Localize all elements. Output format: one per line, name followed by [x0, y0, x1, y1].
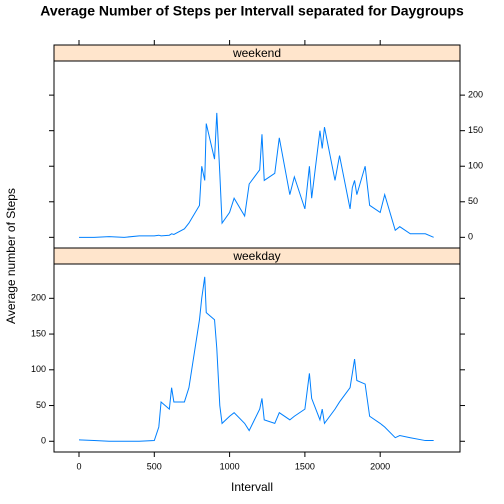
y-tick-label: 0 — [41, 436, 46, 446]
series-line — [79, 112, 434, 238]
y-tick-label: 100 — [31, 364, 46, 374]
x-tick-label: 1000 — [220, 461, 240, 471]
x-tick-label: 500 — [147, 461, 162, 471]
y-axis-label: Average number of Steps — [4, 188, 18, 324]
series-line — [78, 276, 434, 442]
panel — [53, 60, 461, 249]
y-tick-label: 50 — [468, 196, 478, 206]
x-tick-label: 2000 — [370, 461, 390, 471]
y-tick-label: 200 — [31, 293, 46, 303]
y-tick-label: 150 — [468, 125, 483, 135]
strip-label: weekday — [232, 249, 280, 263]
x-tick-label: 0 — [76, 461, 81, 471]
y-tick-label: 150 — [31, 328, 46, 338]
x-axis-label: Intervall — [231, 480, 273, 494]
chart-title: Average Number of Steps per Intervall se… — [40, 3, 464, 19]
y-tick-label: 100 — [468, 161, 483, 171]
y-tick-label: 200 — [468, 90, 483, 100]
y-tick-label: 50 — [36, 400, 46, 410]
strip-label: weekend — [232, 46, 281, 60]
panel — [53, 263, 461, 453]
x-tick-label: 1500 — [295, 461, 315, 471]
y-tick-label: 0 — [468, 232, 473, 242]
